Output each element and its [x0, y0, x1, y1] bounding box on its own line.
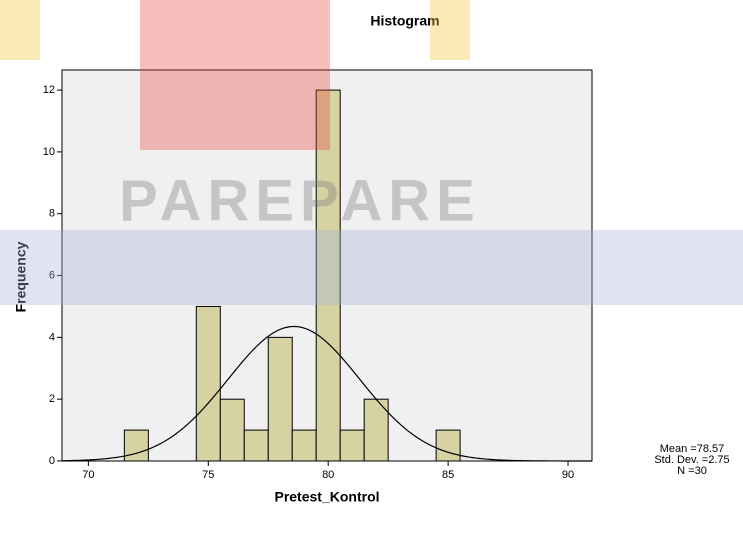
y-tick-label: 6	[49, 269, 55, 281]
bar	[292, 430, 316, 461]
page: Histogram Pretest_Kontrol Frequency Mean…	[0, 0, 743, 538]
y-tick-label: 12	[43, 84, 55, 96]
watermark-block	[0, 0, 40, 60]
bar	[196, 306, 220, 461]
x-axis-label: Pretest_Kontrol	[274, 489, 379, 505]
y-tick-label: 4	[49, 331, 55, 343]
bar	[436, 430, 460, 461]
watermark-block	[430, 0, 470, 60]
stat-n: N =30	[677, 465, 707, 477]
y-tick-label: 2	[49, 393, 55, 405]
bar	[244, 430, 268, 461]
bar	[124, 430, 148, 461]
y-axis-label: Frequency	[13, 241, 29, 312]
x-tick-label: 85	[442, 469, 454, 481]
y-tick-label: 8	[49, 208, 55, 220]
x-tick-label: 90	[562, 469, 574, 481]
x-tick-label: 70	[82, 469, 94, 481]
chart: Histogram Pretest_Kontrol Frequency Mean…	[0, 0, 743, 538]
bar	[340, 430, 364, 461]
bar	[268, 337, 292, 461]
y-tick-label: 10	[43, 146, 55, 158]
chart-title: Histogram	[370, 13, 439, 29]
x-tick-label: 75	[202, 469, 214, 481]
bar	[220, 399, 244, 461]
y-tick-label: 0	[49, 455, 55, 467]
bar	[316, 90, 340, 461]
x-tick-label: 80	[322, 469, 334, 481]
